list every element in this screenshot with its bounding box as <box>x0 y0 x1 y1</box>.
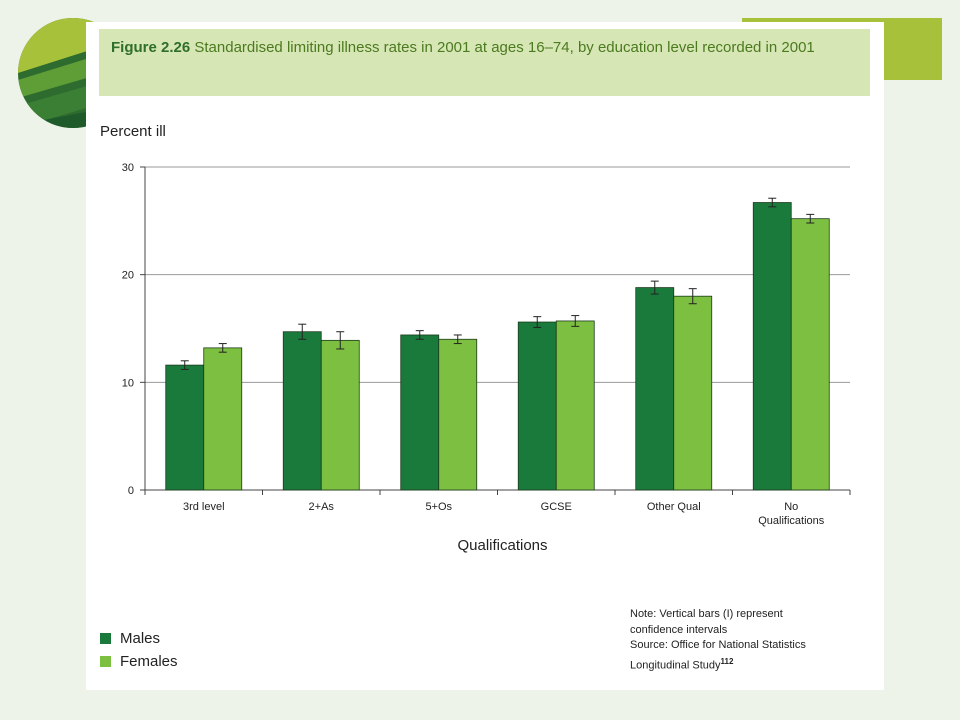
bar-females <box>320 339 360 491</box>
bar-females <box>203 347 243 491</box>
figure-title: Standardised limiting illness rates in 2… <box>194 39 815 56</box>
source-line-1: Source: Office for National Statistics <box>630 639 806 651</box>
y-axis-label: Percent ill <box>100 123 166 140</box>
bar-females <box>673 295 713 491</box>
figure-note: Note: Vertical bars (I) represent confid… <box>630 607 870 674</box>
note-line-1: Note: Vertical bars (I) represent <box>630 608 783 620</box>
bar-males <box>282 331 322 491</box>
source-text: Longitudinal Study <box>630 659 721 672</box>
x-tick-label: 2+As <box>309 501 335 513</box>
bar-males <box>752 202 792 491</box>
y-tick-label: 30 <box>122 162 134 174</box>
legend-item-females: Females <box>100 653 178 670</box>
x-axis-title: Qualifications <box>457 537 547 554</box>
bar-females <box>555 320 595 491</box>
x-tick-label: Other Qual <box>647 501 701 513</box>
source-line-2: Longitudinal Study112 <box>630 654 870 674</box>
x-tick-label: No <box>784 501 798 513</box>
source-reference: 112 <box>720 656 734 666</box>
legend-swatch-females <box>100 656 111 667</box>
bar-males <box>517 321 557 491</box>
x-tick-label: 3rd level <box>183 501 225 513</box>
legend-swatch-males <box>100 633 111 644</box>
figure-number: Figure 2.26 <box>111 39 191 56</box>
y-tick-label: 20 <box>122 270 134 282</box>
x-tick-label: GCSE <box>541 501 572 513</box>
legend-label-males: Males <box>120 630 161 647</box>
y-tick-label: 0 <box>128 485 134 497</box>
bar-males <box>400 334 440 491</box>
note-line-2: confidence intervals <box>630 623 728 636</box>
y-tick-label: 10 <box>122 377 134 389</box>
x-tick-label: 5+Os <box>425 501 452 513</box>
figure-title-band: Figure 2.26 Standardised limiting illnes… <box>99 29 870 96</box>
legend-item-males: Males <box>100 630 160 647</box>
bar-females <box>790 218 830 491</box>
bar-females <box>438 338 478 491</box>
bar-males <box>635 287 675 491</box>
bar-males <box>165 364 205 491</box>
legend-label-females: Females <box>120 653 178 670</box>
x-tick-label: Qualifications <box>758 515 825 527</box>
